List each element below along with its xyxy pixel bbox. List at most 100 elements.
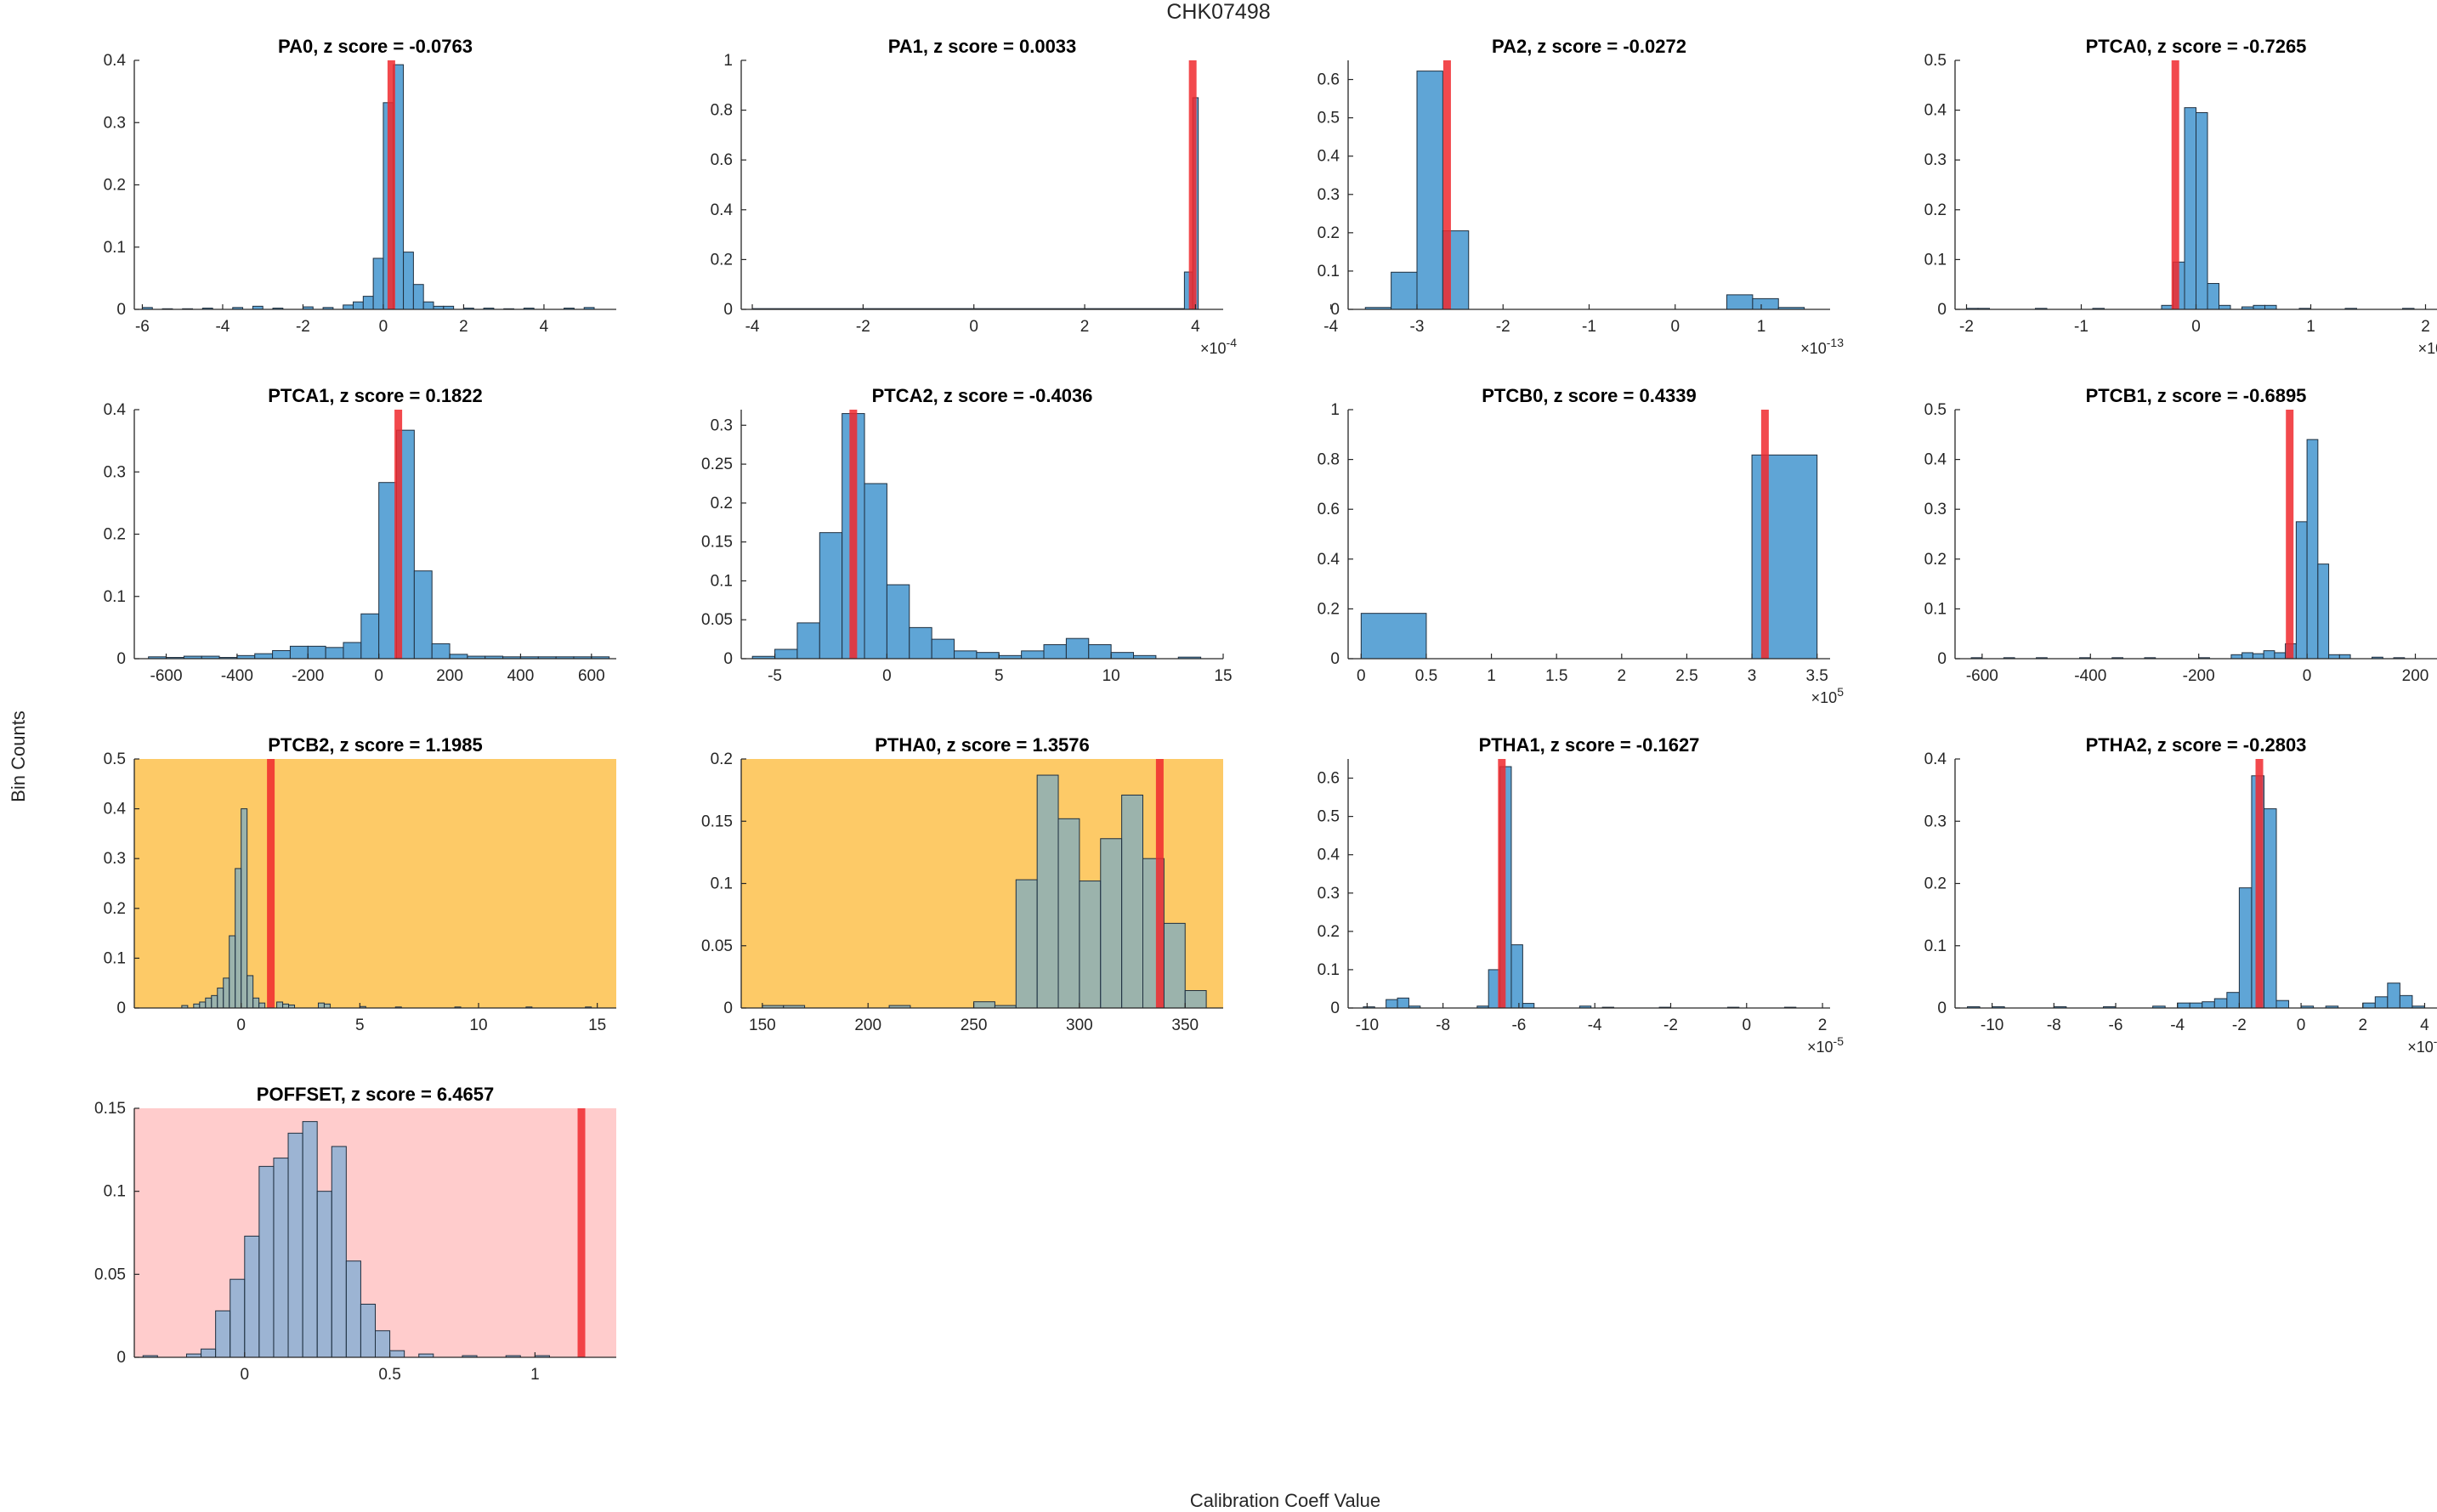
multiplier-base: ×10 [1807, 1039, 1833, 1056]
x-tick-label: 2 [1618, 667, 1627, 685]
histogram-bar [193, 1003, 201, 1009]
histogram-bar [1015, 879, 1038, 1009]
observed-value-marker [1188, 60, 1197, 309]
histogram-bar [1184, 989, 1207, 1009]
histogram-bar [230, 1278, 246, 1358]
histogram-panel-12: -10 -8 -6 -4 -2 0 2 4 0 0.1 0.2 0.3 0.4 ×10-12 PTHA2, … [1924, 734, 2437, 1056]
x-axis-label: Calibration Coeff Value [1189, 1490, 1381, 1511]
y-tick-label: 0.1 [711, 572, 733, 590]
x-tick-label: -2 [2232, 1016, 2247, 1034]
histogram-bar [343, 642, 362, 660]
histogram-bar [1043, 644, 1067, 660]
histogram-bar [413, 570, 433, 660]
axis-exponent-multiplier: ×105 [1811, 685, 1845, 706]
y-tick-label: 0.1 [104, 239, 126, 257]
histogram-bar [273, 1158, 289, 1358]
histogram-bar [2161, 304, 2173, 310]
plot-area-background [1348, 410, 1830, 659]
multiplier-base: ×10 [2407, 1039, 2434, 1056]
y-tick-label: 0.1 [104, 1183, 126, 1201]
y-tick-label: 0.2 [1924, 875, 1947, 893]
observed-value-marker [394, 410, 403, 659]
y-tick-label: 0 [116, 1349, 126, 1367]
histogram-bar [1121, 794, 1144, 1009]
histogram-bar [431, 643, 451, 660]
observed-value-marker [849, 410, 858, 659]
y-tick-label: 0 [1330, 1000, 1340, 1017]
x-tick-label: -2 [296, 318, 310, 336]
y-tick-label: 0.25 [701, 456, 733, 473]
y-axis-label: Bin Counts [8, 711, 29, 802]
y-tick-label: 0.3 [104, 114, 126, 132]
histogram-panel-8: -600 -400 -200 0 200 0 0.1 0.2 0.3 0.4 0.5 PTCB1, z… [1924, 385, 2437, 685]
histogram-bar [2202, 1001, 2215, 1009]
histogram-bar [317, 1002, 325, 1009]
y-tick-label: 0.5 [1318, 808, 1340, 826]
histogram-bar [1360, 613, 1427, 660]
x-tick-label: 300 [1066, 1016, 1093, 1034]
observed-value-marker [1155, 759, 1164, 1008]
y-tick-label: 0.4 [1924, 750, 1947, 768]
histogram-panel-4: -2 -1 0 1 2 0 0.1 0.2 0.3 0.4 0.5 ×105 PTCA0, z scor… [1924, 36, 2437, 357]
histogram-bar [1110, 652, 1135, 660]
histogram-bar [2328, 654, 2340, 660]
x-tick-label: 200 [436, 667, 463, 685]
x-tick-label: -600 [1966, 667, 1998, 685]
y-tick-label: 0.4 [104, 801, 127, 818]
y-tick-label: 0.2 [104, 526, 126, 544]
histogram-bar [886, 584, 910, 660]
multiplier-base: ×10 [2418, 340, 2437, 357]
x-tick-label: -4 [745, 318, 760, 336]
histogram-bar [215, 1310, 231, 1358]
histogram-bar [2230, 654, 2243, 660]
y-tick-label: 0.2 [1318, 923, 1340, 941]
histogram-bar [1510, 944, 1523, 1009]
observed-value-marker [1498, 759, 1506, 1008]
multiplier-exponent: -5 [1833, 1034, 1845, 1048]
x-tick-label: 3 [1748, 667, 1757, 685]
y-tick-label: 0 [723, 301, 733, 319]
histogram-bar [2374, 996, 2389, 1009]
y-tick-label: 0.4 [104, 52, 127, 70]
x-tick-label: 10 [1102, 667, 1120, 685]
histogram-bar [247, 975, 254, 1009]
panel-title: PTHA2, z score = -0.2803 [2086, 734, 2307, 756]
x-tick-label: 5 [355, 1016, 365, 1034]
y-tick-label: 0.3 [1318, 186, 1340, 204]
plot-area-background [1955, 759, 2437, 1008]
y-tick-label: 1 [1330, 401, 1340, 419]
histogram-bar [389, 1350, 405, 1358]
observed-value-marker [2286, 410, 2294, 659]
plot-area-background [741, 410, 1223, 659]
histogram-bar [1386, 999, 1398, 1009]
histogram-bar [2213, 998, 2228, 1009]
histogram-bar [2274, 652, 2287, 660]
x-tick-label: -2 [1663, 1016, 1678, 1034]
histogram-bar [360, 1303, 377, 1358]
histogram-bar [1391, 271, 1418, 310]
x-tick-label: 0 [882, 667, 892, 685]
histogram-bar [360, 613, 380, 660]
histogram-bar [353, 301, 364, 310]
histogram-bar [307, 645, 326, 660]
axis-exponent-multiplier: ×10-4 [1200, 336, 1237, 357]
histogram-bar [223, 977, 230, 1009]
histogram-bar [412, 284, 424, 310]
x-tick-label: 4 [540, 318, 549, 336]
y-tick-label: 0.1 [711, 875, 733, 893]
y-tick-label: 0.4 [104, 401, 127, 419]
x-tick-label: 4 [2420, 1016, 2429, 1034]
multiplier-base: ×10 [1800, 340, 1827, 357]
histogram-bar [302, 1121, 318, 1358]
histogram-bar [931, 638, 955, 660]
x-tick-label: 0 [2191, 318, 2201, 336]
histogram-bar [244, 1235, 260, 1358]
axis-exponent-multiplier: ×105 [2418, 336, 2437, 357]
panel-title: PTCB2, z score = 1.1985 [268, 734, 483, 756]
histogram-bar [2226, 992, 2240, 1009]
histogram-bar [211, 994, 218, 1009]
histogram-bar [252, 997, 260, 1009]
y-tick-label: 0.15 [94, 1100, 126, 1118]
histogram-bar [403, 252, 414, 310]
